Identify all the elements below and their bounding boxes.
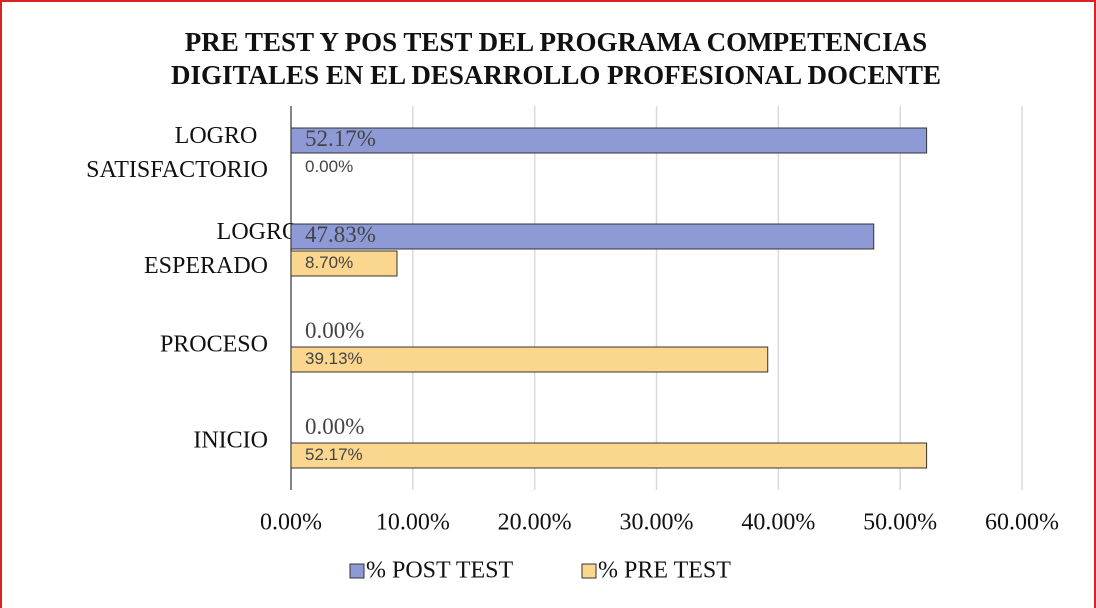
- data-label: 0.00%: [305, 318, 364, 343]
- data-label: 8.70%: [305, 253, 353, 272]
- chart-title: PRE TEST Y POS TEST DEL PROGRAMA COMPETE…: [185, 27, 927, 57]
- legend-swatch: [349, 563, 365, 579]
- data-label: 39.13%: [305, 349, 363, 368]
- legend-label: % PRE TEST: [598, 558, 731, 584]
- x-tick-label: 40.00%: [741, 510, 815, 536]
- data-label: 47.83%: [305, 222, 376, 247]
- category-label: PROCESO: [160, 332, 268, 358]
- legend-label: % POST TEST: [366, 558, 513, 584]
- data-label: 52.17%: [305, 445, 363, 464]
- x-tick-label: 20.00%: [498, 510, 572, 536]
- legend-swatch: [581, 563, 597, 579]
- x-tick-label: 10.00%: [376, 510, 450, 536]
- bar: [290, 250, 398, 277]
- category-label: LOGRO ESPERADO: [144, 219, 299, 279]
- category-label: LOGRO SATISFACTORIO: [86, 123, 268, 183]
- x-tick-label: 0.00%: [260, 510, 322, 536]
- bar: [290, 442, 928, 469]
- category-label: INICIO: [193, 428, 268, 454]
- x-tick-label: 60.00%: [985, 510, 1059, 536]
- chart-title: DIGITALES EN EL DESARROLLO PROFESIONAL D…: [171, 60, 941, 90]
- data-label: 0.00%: [305, 157, 353, 176]
- data-label: 52.17%: [305, 126, 376, 151]
- data-label: 0.00%: [305, 414, 364, 439]
- bar: [290, 223, 875, 250]
- x-tick-label: 30.00%: [620, 510, 694, 536]
- bar: [290, 127, 928, 154]
- x-tick-label: 50.00%: [863, 510, 937, 536]
- bar: [290, 346, 769, 373]
